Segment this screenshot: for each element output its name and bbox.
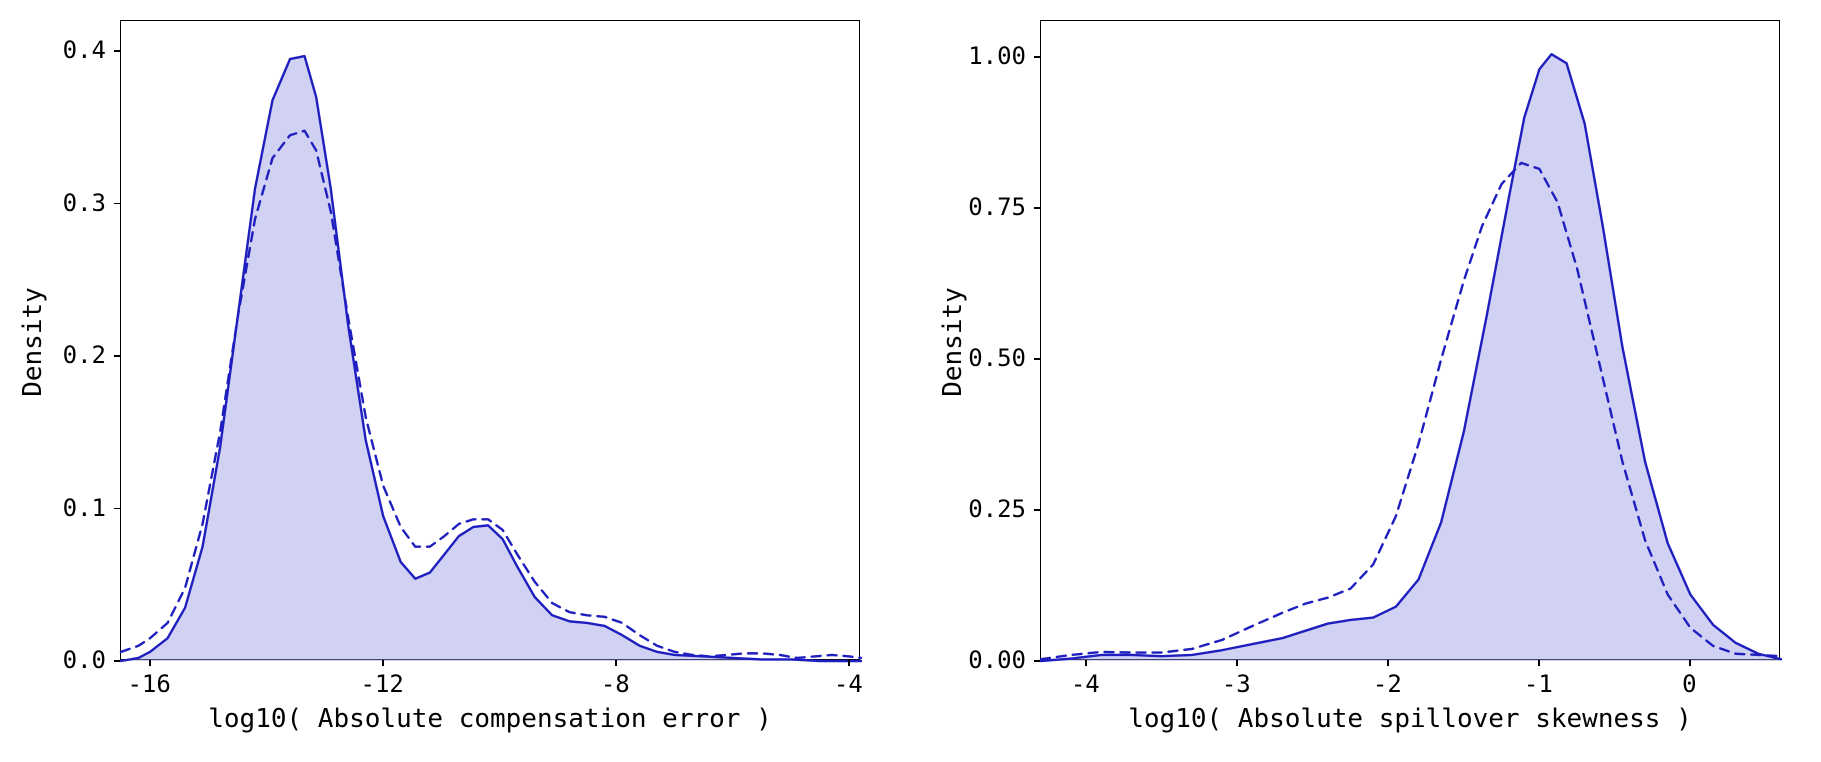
xlabel-left: log10( Absolute compensation error )	[120, 704, 860, 734]
ytick-mark	[114, 355, 120, 357]
ytick-label: 0.3	[44, 189, 106, 217]
xlabel-right: log10( Absolute spillover skewness )	[1040, 704, 1780, 734]
ytick-mark	[1034, 660, 1040, 662]
ytick-label: 0.4	[44, 36, 106, 64]
ylabel-left: Density	[18, 242, 48, 442]
ytick-mark	[114, 203, 120, 205]
xtick-label: -12	[352, 670, 412, 698]
xtick-label: -16	[119, 670, 179, 698]
xtick-mark	[1689, 660, 1691, 666]
ytick-label: 0.2	[44, 341, 106, 369]
ytick-mark	[1034, 56, 1040, 58]
xtick-mark	[848, 660, 850, 666]
plot-area-right	[1040, 20, 1780, 660]
ytick-label: 1.00	[964, 42, 1026, 70]
ytick-label: 0.00	[964, 646, 1026, 674]
ytick-mark	[114, 508, 120, 510]
figure: -16 -12 -8 -4 0.0 0.1 0.2 0.3 0.4 log10( Absolute…	[0, 0, 1821, 762]
ytick-label: 0.25	[964, 495, 1026, 523]
ytick-label: 0.0	[44, 646, 106, 674]
ylabel-right: Density	[938, 242, 968, 442]
ytick-mark	[1034, 509, 1040, 511]
xtick-label: -4	[1055, 670, 1115, 698]
xtick-label: -2	[1357, 670, 1417, 698]
xtick-mark	[1085, 660, 1087, 666]
ytick-mark	[1034, 358, 1040, 360]
ytick-label: 0.1	[44, 494, 106, 522]
xtick-mark	[382, 660, 384, 666]
xtick-mark	[149, 660, 151, 666]
plot-area-left	[120, 20, 860, 660]
xtick-label: -4	[818, 670, 878, 698]
xtick-label: -8	[585, 670, 645, 698]
curves-right	[1041, 21, 1781, 661]
xtick-label: -1	[1508, 670, 1568, 698]
xtick-mark	[1538, 660, 1540, 666]
xtick-mark	[1236, 660, 1238, 666]
ytick-mark	[114, 50, 120, 52]
ytick-label: 0.75	[964, 193, 1026, 221]
density-fill-solid	[1041, 54, 1781, 661]
ytick-mark	[114, 660, 120, 662]
ytick-mark	[1034, 207, 1040, 209]
xtick-label: 0	[1659, 670, 1719, 698]
xtick-mark	[1387, 660, 1389, 666]
xtick-mark	[615, 660, 617, 666]
ytick-label: 0.50	[964, 344, 1026, 372]
xtick-label: -3	[1206, 670, 1266, 698]
curves-left	[121, 21, 861, 661]
